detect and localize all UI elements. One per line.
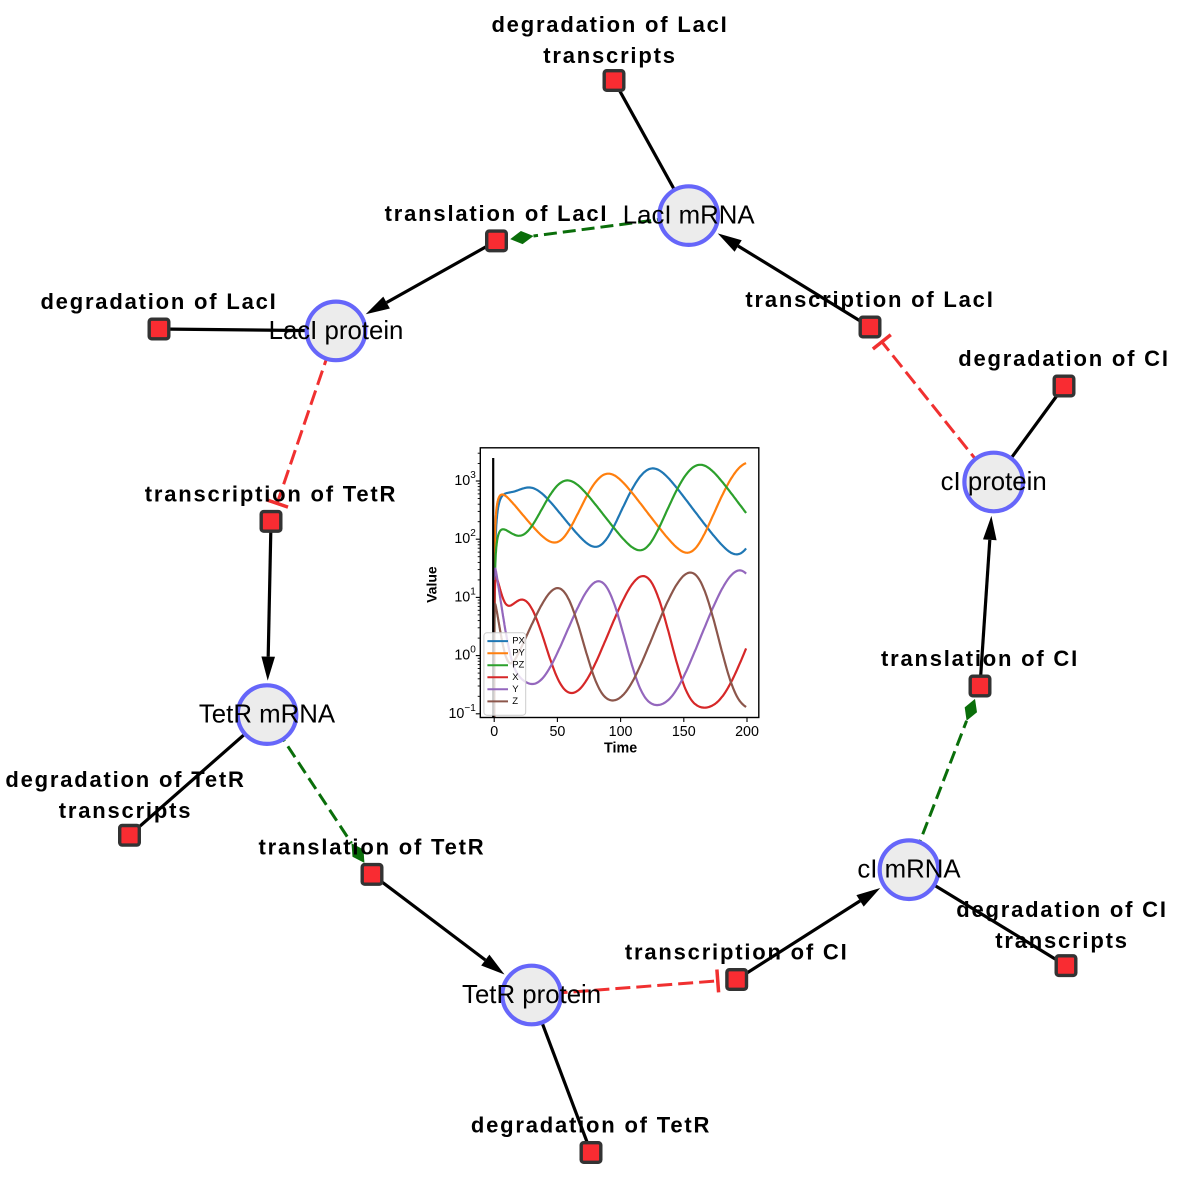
svg-text:103: 103 [454, 470, 476, 490]
svg-text:cI mRNA: cI mRNA [857, 856, 961, 884]
svg-text:Z: Z [512, 696, 518, 707]
svg-text:transcription of CI: transcription of CI [625, 940, 849, 965]
svg-text:200: 200 [735, 724, 759, 740]
svg-text:LacI protein: LacI protein [269, 317, 404, 345]
svg-text:translation of CI: translation of CI [881, 646, 1079, 671]
svg-text:Time: Time [604, 741, 637, 757]
svg-text:transcription of TetR: transcription of TetR [145, 481, 398, 506]
svg-text:degradation of TetR: degradation of TetR [471, 1113, 711, 1138]
svg-text:Value: Value [424, 566, 440, 603]
svg-text:LacI mRNA: LacI mRNA [623, 202, 756, 230]
svg-text:10−1: 10−1 [448, 702, 476, 722]
svg-text:101: 101 [454, 586, 476, 606]
svg-text:degradation of TetR: degradation of TetR [5, 767, 245, 792]
svg-text:transcription of LacI: transcription of LacI [745, 287, 994, 312]
svg-text:TetR protein: TetR protein [462, 981, 601, 1009]
svg-text:100: 100 [609, 724, 633, 740]
svg-text:50: 50 [549, 724, 565, 740]
svg-text:transcripts: transcripts [995, 928, 1129, 953]
svg-text:0: 0 [490, 724, 498, 740]
svg-text:PX: PX [512, 636, 525, 647]
svg-text:degradation of CI: degradation of CI [958, 346, 1170, 371]
svg-text:PZ: PZ [512, 660, 524, 671]
svg-text:X: X [512, 672, 519, 683]
svg-text:100: 100 [454, 644, 476, 664]
svg-text:TetR mRNA: TetR mRNA [199, 701, 336, 729]
svg-text:transcripts: transcripts [543, 43, 677, 68]
svg-text:102: 102 [454, 528, 476, 548]
svg-text:translation of TetR: translation of TetR [259, 834, 486, 859]
svg-text:150: 150 [672, 724, 696, 740]
svg-text:translation of LacI: translation of LacI [385, 201, 609, 226]
svg-text:Y: Y [512, 684, 519, 695]
svg-text:transcripts: transcripts [59, 798, 193, 823]
svg-text:degradation of CI: degradation of CI [956, 897, 1168, 922]
svg-text:degradation of LacI: degradation of LacI [40, 289, 277, 314]
svg-text:PY: PY [512, 648, 525, 659]
svg-text:cI protein: cI protein [941, 468, 1047, 496]
svg-text:degradation of LacI: degradation of LacI [491, 12, 728, 37]
